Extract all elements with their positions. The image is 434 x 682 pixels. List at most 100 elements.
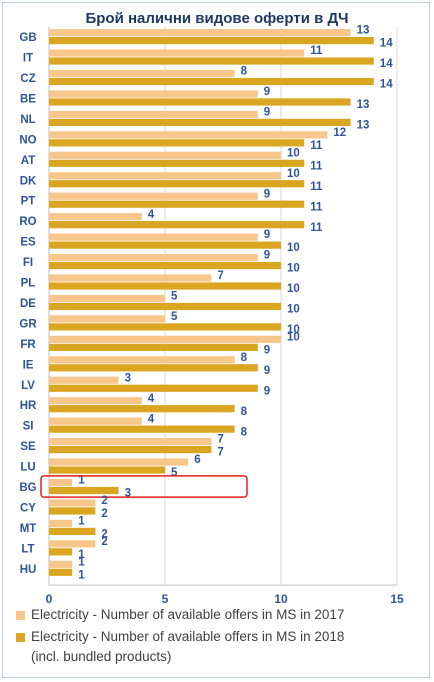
x-tick-label: 0 — [46, 592, 53, 606]
data-label-2017: 7 — [217, 434, 223, 446]
category-label: GB — [19, 32, 36, 44]
bar-2017 — [49, 294, 165, 303]
data-label-2018: 11 — [310, 222, 323, 234]
labels-layer: 1314111481491391312111011101191141191091… — [40, 25, 393, 581]
bar-2018 — [49, 568, 73, 576]
category-label: RO — [19, 216, 36, 228]
data-label-2017: 5 — [171, 291, 178, 303]
data-label-2018: 14 — [380, 58, 393, 70]
data-label-2017: 4 — [148, 393, 155, 405]
data-label-2018: 2 — [101, 529, 107, 541]
data-label-2017: 9 — [264, 86, 270, 98]
bar-2018 — [49, 37, 374, 45]
category-label: FI — [23, 257, 33, 269]
bar-2018 — [49, 180, 305, 188]
category-label: BG — [19, 482, 36, 494]
category-label: HU — [20, 564, 37, 576]
data-label-2018: 13 — [357, 99, 370, 111]
bar-2018 — [49, 98, 351, 106]
category-label: NO — [19, 134, 36, 146]
data-label-2017: 1 — [78, 516, 85, 528]
legend-label-2017: Electricity - Number of available offers… — [31, 607, 345, 622]
bar-2017 — [49, 90, 258, 98]
bar-2017 — [49, 49, 305, 57]
data-label-2017: 10 — [287, 168, 300, 180]
data-label-2017: 4 — [148, 413, 155, 425]
category-label: GR — [19, 318, 37, 330]
bar-2017 — [49, 69, 235, 78]
data-label-2018: 13 — [357, 120, 370, 132]
bar-2018 — [49, 139, 305, 147]
bar-2018 — [49, 405, 235, 413]
bar-2018 — [49, 486, 119, 495]
bar-2018 — [49, 446, 212, 454]
data-label-2017: 5 — [171, 311, 178, 323]
category-label: DK — [20, 175, 37, 187]
bar-2017 — [49, 274, 212, 282]
x-tick-label: 5 — [162, 592, 169, 606]
bar-2018 — [49, 77, 374, 86]
bar-2017 — [49, 233, 258, 241]
data-label-2018: 1 — [78, 549, 85, 561]
category-label: IE — [23, 359, 34, 371]
legend-swatch-2018 — [16, 633, 25, 642]
legend-item-2018: Electricity - Number of available offers… — [16, 627, 421, 667]
bar-2017 — [49, 417, 142, 425]
data-label-2018: 9 — [264, 365, 270, 377]
data-label-2018: 11 — [310, 140, 323, 152]
data-label-2018: 10 — [287, 304, 300, 316]
x-tick-label: 10 — [274, 592, 288, 606]
bar-2017 — [49, 335, 281, 343]
category-label: NL — [20, 114, 35, 126]
category-label: AT — [21, 155, 35, 167]
data-label-2018: 10 — [287, 324, 300, 336]
data-label-2017: 9 — [264, 188, 270, 200]
category-label: PL — [21, 278, 36, 290]
bar-2017 — [49, 438, 212, 446]
data-label-2017: 4 — [148, 209, 155, 221]
bar-2017 — [49, 376, 119, 384]
data-label-2017: 11 — [310, 45, 323, 57]
bar-2017 — [49, 151, 281, 159]
data-label-2018: 9 — [264, 344, 270, 356]
category-label: MT — [20, 523, 37, 535]
bar-2017 — [49, 315, 165, 323]
legend-label-2018-note: (incl. bundled products) — [31, 649, 172, 664]
legend-label-2018-text: Electricity - Number of available offers… — [31, 627, 344, 667]
bar-2017 — [49, 192, 258, 200]
data-label-2017: 7 — [217, 270, 223, 282]
category-label: LU — [20, 462, 35, 474]
bar-2017 — [49, 253, 258, 262]
data-label-2018: 10 — [287, 242, 300, 254]
bar-2018 — [49, 384, 258, 392]
legend: Electricity - Number of available offers… — [16, 605, 421, 669]
data-label-2018: 3 — [125, 488, 131, 500]
bar-2018 — [49, 302, 281, 311]
bar-2017 — [49, 29, 351, 37]
data-label-2018: 7 — [217, 447, 223, 459]
category-label: IT — [23, 53, 33, 65]
axis-layer: 0 5 10 15GBITCZBENLNOATDKPTROESFIPLDEGRFRIE… — [19, 32, 404, 606]
bars-layer — [49, 29, 374, 576]
legend-label-2018: Electricity - Number of available offers… — [31, 629, 345, 644]
bar-2017 — [49, 519, 73, 527]
category-label: ES — [20, 237, 36, 249]
bar-2018 — [49, 200, 305, 208]
data-label-2017: 3 — [125, 372, 131, 384]
bar-2018 — [49, 261, 281, 270]
legend-swatch-2017 — [16, 611, 25, 620]
bar-2017 — [49, 213, 142, 221]
data-label-2018: 2 — [101, 508, 107, 520]
category-label: LT — [21, 543, 34, 555]
category-label: LV — [21, 380, 35, 392]
data-label-2017: 9 — [264, 250, 270, 262]
bar-2017 — [49, 356, 235, 364]
category-label: SE — [20, 441, 36, 453]
bar-2017 — [49, 458, 189, 466]
bar-2017 — [49, 131, 328, 139]
bar-2017 — [49, 540, 96, 548]
bar-2018 — [49, 425, 235, 433]
bar-2018 — [49, 527, 96, 535]
data-label-2017: 10 — [287, 331, 300, 343]
